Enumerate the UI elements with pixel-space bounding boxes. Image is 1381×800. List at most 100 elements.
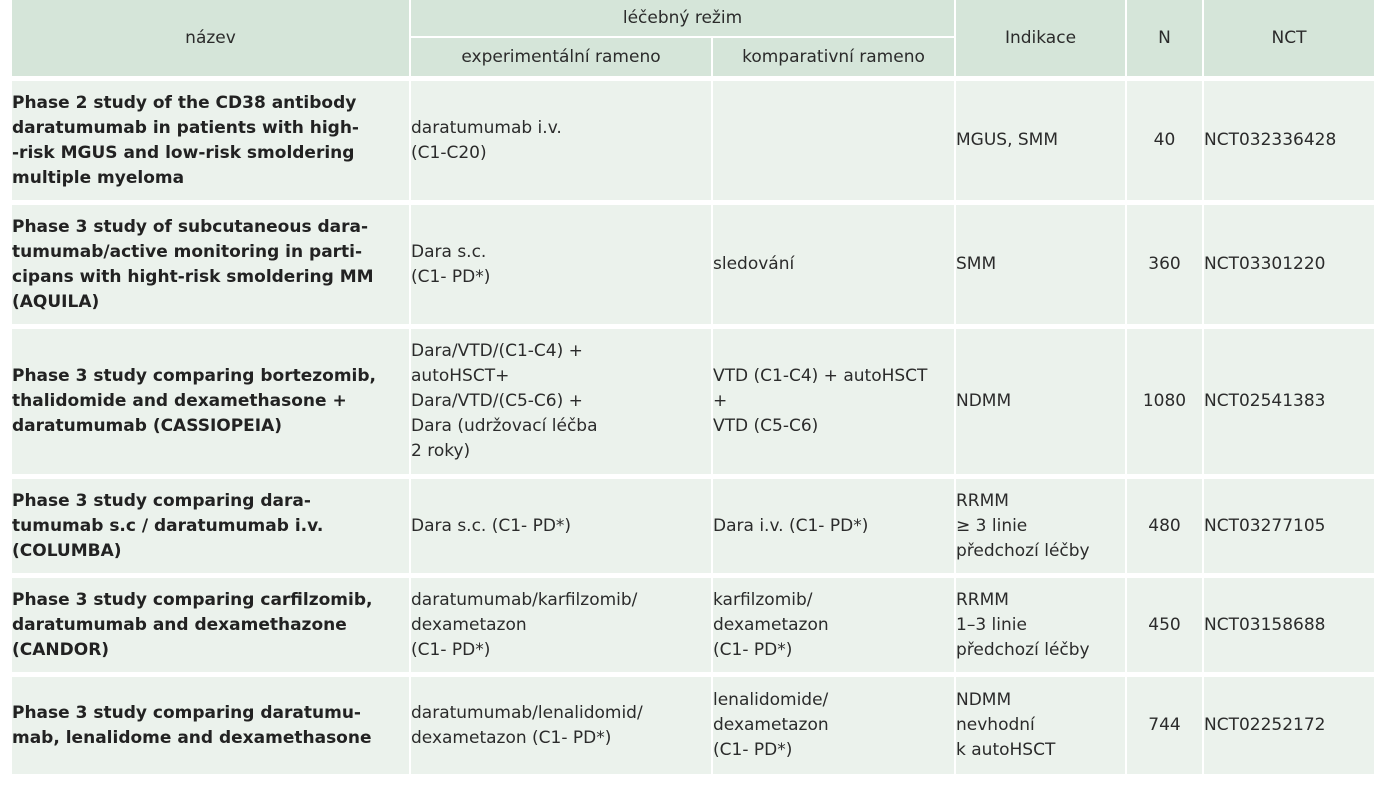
cell-nct: NCT03301220 <box>1202 200 1374 324</box>
col-header-nct: NCT <box>1202 0 1374 76</box>
col-header-indikace: Indikace <box>954 0 1125 76</box>
cell-n: 40 <box>1125 76 1202 200</box>
cell-comparative-arm-line: VTD (C5-C6) <box>713 416 819 436</box>
cell-indication-line: předchozí léčby <box>956 639 1090 660</box>
cell-experimental-arm: daratumumab/karfilzomib/dexametazon (C1- … <box>409 573 711 672</box>
cell-indication-line: 1–3 linie <box>956 614 1027 635</box>
cell-name-line: Phase 2 study of the CD38 antibody <box>12 92 357 113</box>
cell-name-line: daratumumab in patients with high- <box>12 117 359 138</box>
cell-n: 744 <box>1125 672 1202 774</box>
cell-comparative-arm: karfilzomib/dexametazon (C1- PD*) <box>711 573 954 672</box>
cell-indication: RRMM ≥ 3 linie předchozí léčby <box>954 474 1125 573</box>
cell-indication-line: ≥ 3 linie <box>956 515 1028 536</box>
cell-n: 1080 <box>1125 324 1202 474</box>
cell-experimental-arm-line: Dara (udržovací léčba <box>411 416 598 436</box>
cell-experimental-arm-line: dexametazon (C1- PD*) <box>411 727 612 748</box>
cell-experimental-arm: daratumumab i.v. (C1-C20) <box>409 76 711 200</box>
col-header-n: N <box>1125 0 1202 76</box>
table-row: Phase 3 study comparing daratumu-mab, le… <box>12 672 1374 774</box>
cell-indication: RRMM 1–3 linie předchozí léčby <box>954 573 1125 672</box>
cell-indication-line: NDMM <box>956 391 1012 411</box>
cell-indication-line: SMM <box>956 254 997 274</box>
table-row: Phase 3 study comparing bortezomib, thali… <box>12 324 1374 474</box>
table-body: Phase 2 study of the CD38 antibody daratu… <box>12 76 1374 774</box>
cell-experimental-arm: Dara s.c. (C1- PD*) <box>409 474 711 573</box>
cell-comparative-arm-line: karfilzomib/ <box>713 589 813 610</box>
cell-name-line: (CANDOR) <box>12 639 110 660</box>
table-row: Phase 3 study of subcutaneous dara-tumum… <box>12 200 1374 324</box>
cell-experimental-arm-line: (C1- PD*) <box>411 639 491 660</box>
cell-experimental-arm: Dara s.c. (C1- PD*) <box>409 200 711 324</box>
cell-name-line: -risk MGUS and low-risk smoldering <box>12 142 355 163</box>
cell-nct: NCT02252172 <box>1202 672 1374 774</box>
cell-experimental-arm-line: daratumumab i.v. <box>411 117 562 138</box>
cell-name-line: tumumab s.c / daratumumab i.v. <box>12 515 324 536</box>
cell-experimental-arm-line: daratumumab/lenalidomid/ <box>411 702 643 723</box>
cell-name-line: Phase 3 study comparing carfilzomib, <box>12 589 373 610</box>
cell-comparative-arm-line: dexametazon <box>713 715 829 735</box>
cell-indication-line: MGUS, SMM <box>956 130 1059 150</box>
cell-name: Phase 3 study comparing dara-tumumab s.c… <box>12 474 409 573</box>
cell-n: 480 <box>1125 474 1202 573</box>
cell-indication: NDMM <box>954 324 1125 474</box>
cell-indication-line: předchozí léčby <box>956 540 1090 561</box>
cell-comparative-arm: sledování <box>711 200 954 324</box>
cell-indication: MGUS, SMM <box>954 76 1125 200</box>
cell-name: Phase 3 study of subcutaneous dara-tumum… <box>12 200 409 324</box>
cell-name: Phase 3 study comparing daratumu-mab, le… <box>12 672 409 774</box>
cell-name: Phase 2 study of the CD38 antibody daratu… <box>12 76 409 200</box>
col-header-nazev: název <box>12 0 409 76</box>
cell-name-line: Phase 3 study comparing dara- <box>12 490 311 511</box>
cell-experimental-arm-line: autoHSCT+ <box>411 366 510 386</box>
cell-n: 360 <box>1125 200 1202 324</box>
cell-comparative-arm-line: + <box>713 391 728 411</box>
table-header: název léčebný režim Indikace N NCT exper… <box>12 0 1374 76</box>
cell-nct: NCT03158688 <box>1202 573 1374 672</box>
cell-experimental-arm-line: dexametazon <box>411 614 527 635</box>
table-row: Phase 3 study comparing carfilzomib, dara… <box>12 573 1374 672</box>
col-header-experimentalni: experimentální rameno <box>409 36 711 76</box>
cell-name-line: thalidomide and dexamethasone + <box>12 391 347 411</box>
cell-comparative-arm-line: (C1- PD*) <box>713 639 793 660</box>
cell-experimental-arm: daratumumab/lenalidomid/dexametazon (C1-… <box>409 672 711 774</box>
cell-name-line: (AQUILA) <box>12 291 100 312</box>
cell-name: Phase 3 study comparing bortezomib, thali… <box>12 324 409 474</box>
cell-indication-line: RRMM <box>956 589 1009 610</box>
cell-experimental-arm-line: (C1- PD*) <box>411 266 491 287</box>
cell-name-line: multiple myeloma <box>12 167 185 188</box>
cell-comparative-arm-line: (C1- PD*) <box>713 740 793 760</box>
cell-comparative-arm-line: dexametazon <box>713 614 829 635</box>
cell-nct: NCT02541383 <box>1202 324 1374 474</box>
cell-experimental-arm-line: daratumumab/karfilzomib/ <box>411 589 638 610</box>
cell-nct: NCT032336428 <box>1202 76 1374 200</box>
cell-indication: NDMM nevhodní k autoHSCT <box>954 672 1125 774</box>
cell-name-line: tumumab/active monitoring in parti- <box>12 241 363 262</box>
cell-indication-line: RRMM <box>956 490 1009 511</box>
cell-experimental-arm-line: 2 roky) <box>411 441 471 461</box>
col-header-komparativni: komparativní rameno <box>711 36 954 76</box>
cell-nct: NCT03277105 <box>1202 474 1374 573</box>
cell-experimental-arm-line: (C1-C20) <box>411 142 487 163</box>
cell-name-line: (COLUMBA) <box>12 540 122 561</box>
cell-experimental-arm-line: Dara s.c. (C1- PD*) <box>411 515 572 536</box>
cell-experimental-arm: Dara/VTD/(C1-C4) + autoHSCT+ Dara/VTD/(C5-… <box>409 324 711 474</box>
cell-n: 450 <box>1125 573 1202 672</box>
cell-indication: SMM <box>954 200 1125 324</box>
table-row: Phase 3 study comparing dara-tumumab s.c… <box>12 474 1374 573</box>
cell-name-line: Phase 3 study of subcutaneous dara- <box>12 216 369 237</box>
table-row: Phase 2 study of the CD38 antibody daratu… <box>12 76 1374 200</box>
cell-comparative-arm-line: lenalidomide/ <box>713 690 829 710</box>
cell-indication-line: NDMM <box>956 690 1012 710</box>
cell-experimental-arm-line: Dara/VTD/(C1-C4) + <box>411 341 583 361</box>
cell-comparative-arm-line: VTD (C1-C4) + autoHSCT <box>713 366 928 386</box>
cell-experimental-arm-line: Dara s.c. <box>411 241 487 262</box>
cell-indication-line: nevhodní <box>956 715 1035 735</box>
cell-name-line: Phase 3 study comparing daratumu- <box>12 702 361 723</box>
cell-comparative-arm <box>711 76 954 200</box>
cell-indication-line: k autoHSCT <box>956 740 1056 760</box>
cell-name-line: daratumumab and dexamethazone <box>12 614 347 635</box>
cell-name: Phase 3 study comparing carfilzomib, dara… <box>12 573 409 672</box>
cell-comparative-arm: VTD (C1-C4) + autoHSCT + VTD (C5-C6) <box>711 324 954 474</box>
cell-comparative-arm: lenalidomide/dexametazon (C1- PD*) <box>711 672 954 774</box>
cell-comparative-arm-line: Dara i.v. (C1- PD*) <box>713 515 869 536</box>
